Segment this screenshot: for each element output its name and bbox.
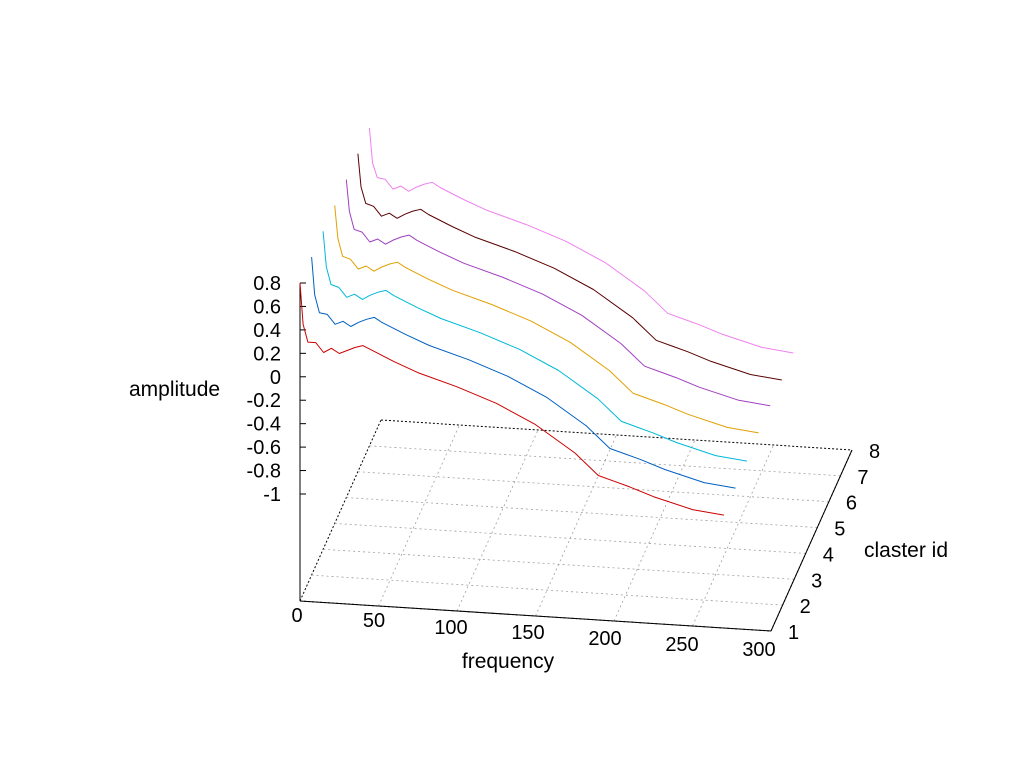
grid-line-y-7 [380, 419, 853, 451]
axes [299, 282, 853, 632]
grid-line-y-2 [323, 548, 795, 580]
series-line-cluster-2 [311, 257, 736, 489]
z-tick-label-0: 0.8 [253, 273, 281, 295]
grid-line-x-0 [299, 419, 382, 602]
y-tick-label-0: 1 [788, 622, 799, 644]
z-tick-label-8: -0.8 [247, 461, 281, 483]
z-tick-label-7: -0.6 [247, 437, 281, 459]
y-tick-label-2: 3 [811, 570, 822, 592]
tick-labels: 0 50 100 150 200 250 300123456780.80.60.40.20-… [247, 273, 881, 661]
grid-line-y-5 [357, 471, 829, 503]
y-tick-label-3: 4 [823, 544, 834, 566]
grid-line-x-2 [456, 429, 539, 612]
grid-line-x-3 [535, 434, 617, 617]
z-tick-label-3: 0.2 [253, 343, 281, 365]
x-tick-label-1: 50 [363, 610, 385, 632]
z-axis-title: amplitude [129, 378, 220, 401]
grid-line-x-4 [613, 439, 696, 622]
y-tick-label-4: 5 [834, 519, 845, 541]
grid-line-x-1 [378, 424, 460, 607]
grid-line-x-5 [692, 444, 774, 627]
x-tick-label-5: 250 [665, 634, 698, 656]
grid-line-y-1 [311, 574, 783, 606]
z-tick-label-2: 0.4 [253, 320, 281, 342]
series-line-cluster-5 [345, 179, 771, 407]
series-line-cluster-6 [357, 153, 782, 381]
y-tick-label-5: 6 [846, 493, 857, 515]
grid-line-y-4 [346, 497, 818, 528]
z-tick-label-4: 0 [270, 367, 281, 389]
series-line-cluster-7 [368, 127, 794, 354]
z-tick-label-5: -0.2 [247, 390, 281, 412]
x-tick-label-2: 100 [434, 617, 467, 639]
z-tick-label-9: -1 [263, 484, 281, 506]
y-tick-label-7: 8 [869, 441, 880, 463]
z-tick-label-1: 0.6 [253, 296, 281, 318]
y-axis-title: claster id [864, 539, 948, 562]
y-tick-label-1: 2 [800, 596, 811, 618]
series-line-cluster-1 [299, 282, 724, 516]
y-tick-label-6: 7 [857, 467, 868, 489]
series-line-cluster-3 [322, 231, 748, 462]
grid-line-y-3 [334, 523, 806, 554]
floor-grid [299, 419, 853, 632]
x-tick-label-3: 150 [511, 622, 544, 644]
grid-line-y-6 [369, 445, 841, 477]
x-tick-label-4: 200 [588, 628, 621, 650]
x-tick-label-0: 0 [291, 605, 302, 627]
y-axis-line [770, 449, 853, 632]
x-tick-label-6: 300 [742, 639, 775, 661]
x-axis-line [299, 600, 772, 632]
x-axis-title: frequency [462, 650, 555, 673]
z-tick-label-6: -0.4 [247, 414, 281, 436]
series-lines [299, 127, 794, 516]
series-line-cluster-4 [334, 205, 759, 434]
